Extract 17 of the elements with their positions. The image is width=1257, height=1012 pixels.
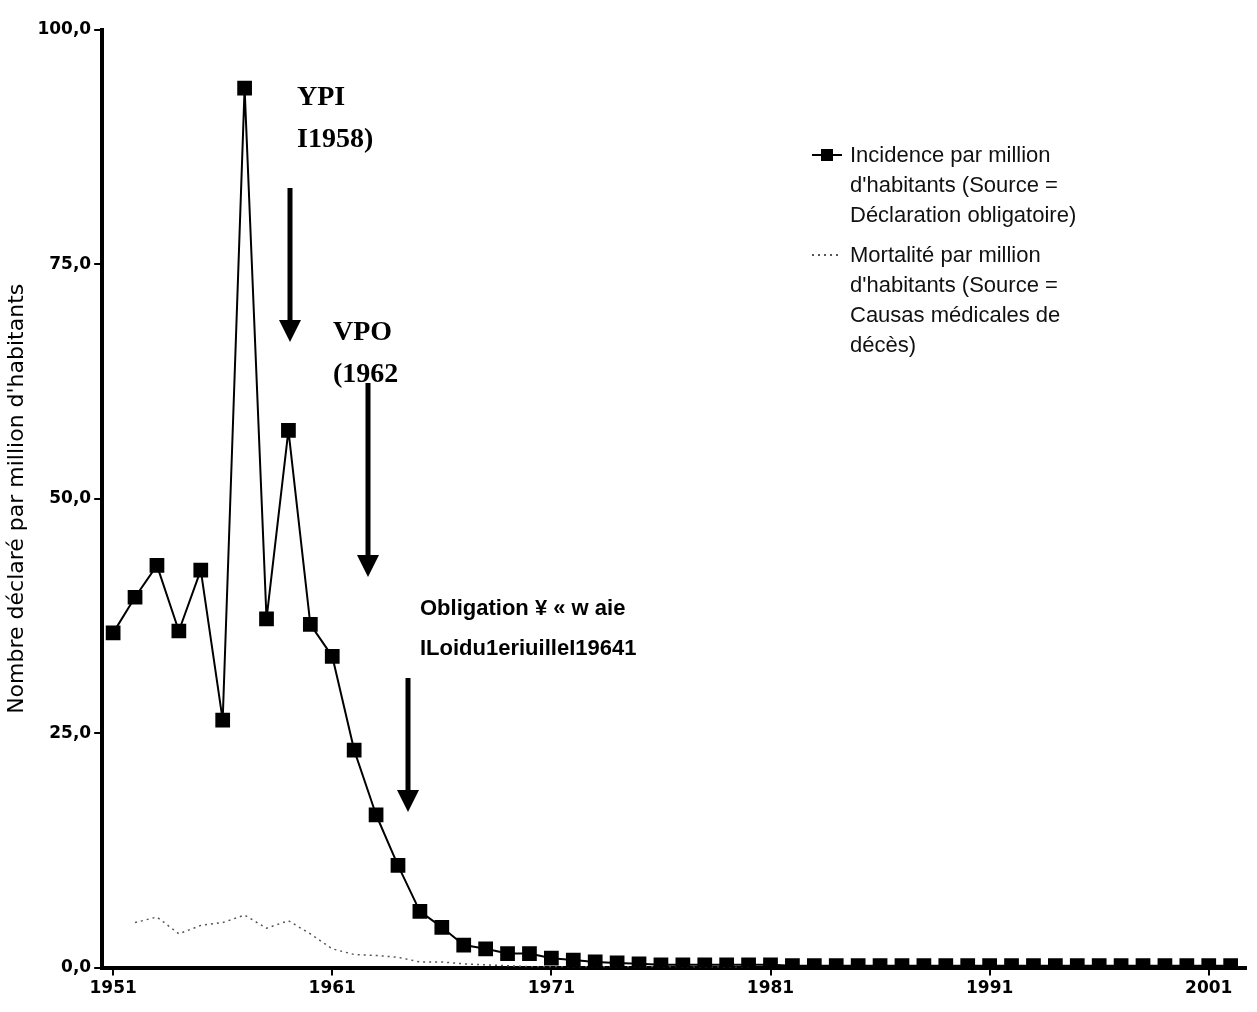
x-tick-label: 1991 (965, 977, 1014, 998)
legend-label: Mortalité par million d'habitants (Source = Causas médicales de décès) (850, 241, 1062, 359)
legend-label: Incidence par million d'habitants (Source = Déclaration obligatoire) (850, 141, 1078, 229)
y-tick-label: 50,0 (49, 487, 92, 508)
annotation: VPO (1962 (333, 315, 399, 388)
x-tick-label: 1971 (527, 977, 576, 998)
annotation: Obligation ¥ « w aie ILoidu1eriuilleI19641 (420, 595, 637, 660)
x-tick-label: 2001 (1185, 977, 1233, 998)
y-tick-label: 25,0 (49, 721, 92, 742)
x-tick-label: 1951 (89, 977, 137, 998)
annotation: YPI I1958) (297, 80, 374, 153)
y-tick-label: 75,0 (49, 252, 92, 273)
x-tick-label: 1981 (746, 977, 795, 998)
x-tick-label: 1961 (308, 977, 356, 998)
y-axis-title: Nombre déclaré par million d'habitants (2, 283, 28, 714)
y-tick-label: 100,0 (37, 18, 92, 39)
y-tick-label: 0,0 (61, 956, 92, 977)
